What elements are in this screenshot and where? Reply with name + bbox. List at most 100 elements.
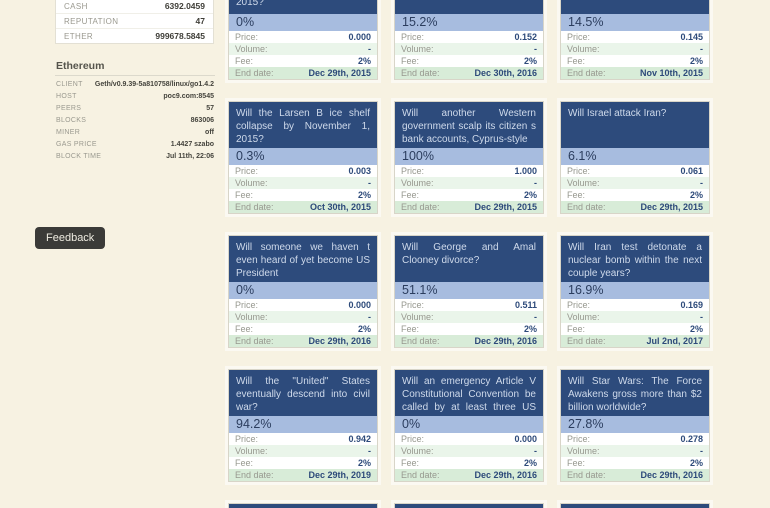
market-volume-row: Volume: - [395, 445, 543, 457]
market-card[interactable]: Will Star Wars: The Force Awakens gross … [560, 369, 710, 482]
market-card[interactable]: 14.5% Price: 0.145 Volume: - Fee: 2% End… [560, 0, 710, 80]
market-price-row: Price: 0.000 [395, 433, 543, 445]
market-details: Price: 0.145 Volume: - Fee: 2% End date:… [561, 31, 709, 79]
market-percent: 51.1% [395, 282, 543, 299]
market-card[interactable]: Price: Volume: Fee: End date: [394, 503, 544, 508]
market-card[interactable]: Price: Volume: Fee: End date: [560, 503, 710, 508]
end-date-label: End date: [401, 68, 440, 78]
market-fee-row: Fee: 2% [229, 457, 377, 469]
price-value: 0.000 [348, 300, 371, 310]
market-card[interactable]: Will Iran test detonate a nuclear bomb w… [560, 235, 710, 348]
price-value: 0.169 [680, 300, 703, 310]
market-fee-row: Fee: 2% [561, 457, 709, 469]
market-fee-row: Fee: 2% [561, 55, 709, 67]
market-fee-row: Fee: 2% [229, 189, 377, 201]
end-date-label: End date: [567, 470, 606, 480]
market-price-row: Price: 0.511 [395, 299, 543, 311]
info-value: off [205, 128, 214, 136]
market-fee-row: Fee: 2% [395, 457, 543, 469]
price-value: 0.003 [348, 166, 371, 176]
market-price-row: Price: 1.000 [395, 165, 543, 177]
market-details: Price: 0.152 Volume: - Fee: 2% End date:… [395, 31, 543, 79]
market-percent: 0.3% [229, 148, 377, 165]
volume-value: - [368, 312, 371, 322]
end-date-value: Nov 10th, 2015 [639, 68, 703, 78]
market-question: 2015? [229, 0, 377, 14]
market-card[interactable]: Will the Larsen B ice shelf collapse by … [228, 101, 378, 214]
market-card[interactable]: Will George and Amal Clooney divorce? 51… [394, 235, 544, 348]
info-value: Jul 11th, 22:06 [166, 152, 214, 160]
market-question: Will Star Wars: The Force Awakens gross … [561, 370, 709, 416]
end-date-value: Dec 29th, 2019 [308, 470, 371, 480]
fee-value: 2% [357, 190, 371, 200]
market-price-row: Price: 0.061 [561, 165, 709, 177]
market-question [395, 0, 543, 14]
volume-label: Volume: [567, 44, 600, 54]
market-price-row: Price: 0.145 [561, 31, 709, 43]
market-details: Price: 0.942 Volume: - Fee: 2% End date:… [229, 433, 377, 481]
fee-value: 2% [523, 458, 537, 468]
fee-value: 2% [523, 56, 537, 66]
price-label: Price: [235, 434, 259, 444]
market-percent: 16.9% [561, 282, 709, 299]
volume-value: - [534, 446, 537, 456]
market-card[interactable]: Will another Western government scalp it… [394, 101, 544, 214]
price-value: 0.511 [514, 300, 537, 310]
market-percent: 0% [395, 416, 543, 433]
end-date-value: Dec 29th, 2016 [474, 336, 537, 346]
fee-label: Fee: [567, 190, 586, 200]
fee-value: 2% [357, 324, 371, 334]
fee-label: Fee: [567, 458, 586, 468]
info-row: HOST poc9.com:8545 [55, 90, 215, 102]
market-card[interactable]: Will someone we haven t even heard of ye… [228, 235, 378, 348]
market-volume-row: Volume: - [395, 311, 543, 323]
fee-label: Fee: [235, 56, 254, 66]
volume-label: Volume: [235, 446, 268, 456]
volume-value: - [700, 446, 703, 456]
market-question [561, 0, 709, 14]
market-card[interactable]: Price: Volume: Fee: End date: [228, 503, 378, 508]
info-label: CASH [64, 1, 88, 11]
info-value: poc9.com:8545 [163, 92, 214, 100]
end-date-label: End date: [235, 470, 274, 480]
market-card[interactable]: Will Israel attack Iran? 6.1% Price: 0.0… [560, 101, 710, 214]
volume-value: - [700, 44, 703, 54]
end-date-value: Dec 29th, 2016 [308, 336, 371, 346]
end-date-label: End date: [401, 470, 440, 480]
volume-label: Volume: [401, 446, 434, 456]
volume-value: - [700, 178, 703, 188]
volume-value: - [534, 178, 537, 188]
market-end-date-row: End date: Dec 30th, 2016 [395, 67, 543, 79]
market-volume-row: Volume: - [229, 177, 377, 189]
market-question [229, 504, 377, 508]
price-label: Price: [235, 32, 259, 42]
feedback-button[interactable]: Feedback [35, 227, 106, 249]
market-card[interactable]: Will an emergency Article V Constitution… [394, 369, 544, 482]
end-date-label: End date: [567, 336, 606, 346]
price-value: 0.145 [680, 32, 703, 42]
market-end-date-row: End date: Oct 30th, 2015 [229, 201, 377, 213]
fee-value: 2% [523, 324, 537, 334]
end-date-label: End date: [567, 202, 606, 212]
market-card[interactable]: Will the "United" States eventually desc… [228, 369, 378, 482]
volume-value: - [534, 44, 537, 54]
fee-label: Fee: [235, 324, 254, 334]
info-row: GAS PRICE 1.4427 szabo [55, 138, 215, 150]
market-price-row: Price: 0.278 [561, 433, 709, 445]
price-label: Price: [567, 300, 591, 310]
end-date-label: End date: [235, 68, 274, 78]
market-question: Will the "United" States eventually desc… [229, 370, 377, 416]
price-label: Price: [235, 166, 259, 176]
market-question: Will George and Amal Clooney divorce? [395, 236, 543, 282]
market-end-date-row: End date: Nov 10th, 2015 [561, 67, 709, 79]
info-value: Geth/v0.9.39-5a810758/linux/go1.4.2 [94, 80, 214, 88]
end-date-label: End date: [235, 202, 274, 212]
info-row: CASH 6392.0459 [56, 0, 213, 13]
market-card[interactable]: 2015? 0% Price: 0.000 Volume: - Fee: 2% … [228, 0, 378, 80]
end-date-label: End date: [401, 202, 440, 212]
price-label: Price: [235, 300, 259, 310]
end-date-label: End date: [567, 68, 606, 78]
market-card[interactable]: 15.2% Price: 0.152 Volume: - Fee: 2% End… [394, 0, 544, 80]
volume-label: Volume: [567, 178, 600, 188]
